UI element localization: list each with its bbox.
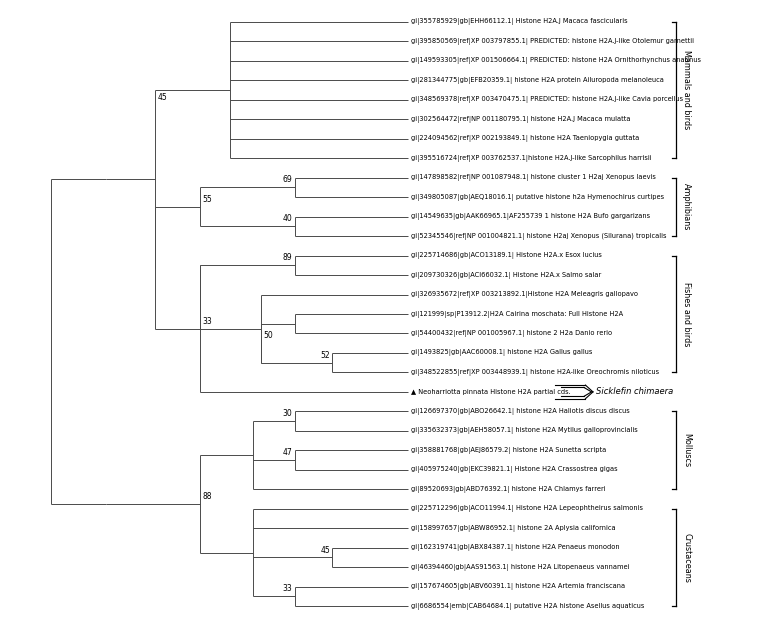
- Text: 30: 30: [282, 409, 292, 418]
- Text: gi|147898582|ref|NP 001087948.1| histone cluster 1 H2aj Xenopus laevis: gi|147898582|ref|NP 001087948.1| histone…: [411, 174, 656, 181]
- Text: gi|46394460|gb|AAS91563.1| histone H2A Litopenaeus vannamei: gi|46394460|gb|AAS91563.1| histone H2A L…: [411, 564, 629, 571]
- Text: 50: 50: [263, 332, 272, 340]
- Text: gi|126697370|gb|ABO26642.1| histone H2A Haliotis discus discus: gi|126697370|gb|ABO26642.1| histone H2A …: [411, 408, 629, 415]
- Text: Mammals and birds: Mammals and birds: [682, 50, 691, 129]
- Text: gi|405975240|gb|EKC39821.1| Histone H2A Crassostrea gigas: gi|405975240|gb|EKC39821.1| Histone H2A …: [411, 467, 617, 474]
- Text: gi|349805087|gb|AEQ18016.1| putative histone h2a Hymenochirus curtipes: gi|349805087|gb|AEQ18016.1| putative his…: [411, 193, 664, 200]
- Text: gi|209730326|gb|ACI66032.1| Histone H2A.x Salmo salar: gi|209730326|gb|ACI66032.1| Histone H2A.…: [411, 271, 601, 279]
- Text: gi|89520693|gb|ABD76392.1| histone H2A Chlamys farreri: gi|89520693|gb|ABD76392.1| histone H2A C…: [411, 486, 606, 493]
- Text: gi|1493825|gb|AAC60008.1| histone H2A Gallus gallus: gi|1493825|gb|AAC60008.1| histone H2A Ga…: [411, 349, 592, 357]
- Text: gi|348522855|ref|XP 003448939.1| histone H2A-like Oreochromis niloticus: gi|348522855|ref|XP 003448939.1| histone…: [411, 369, 659, 376]
- Text: Sicklefin chimaera: Sicklefin chimaera: [596, 387, 673, 396]
- Text: 88: 88: [202, 492, 212, 501]
- Text: gi|302564472|ref|NP 001180795.1| histone H2A.J Macaca mulatta: gi|302564472|ref|NP 001180795.1| histone…: [411, 116, 630, 122]
- Text: 47: 47: [282, 448, 292, 457]
- Text: gi|335632373|gb|AEH58057.1| histone H2A Mytilus galloprovincialis: gi|335632373|gb|AEH58057.1| histone H2A …: [411, 428, 638, 435]
- Text: gi|162319741|gb|ABX84387.1| histone H2A Penaeus monodon: gi|162319741|gb|ABX84387.1| histone H2A …: [411, 544, 620, 551]
- Text: gi|225714686|gb|ACO13189.1| Histone H2A.x Esox lucius: gi|225714686|gb|ACO13189.1| Histone H2A.…: [411, 252, 602, 259]
- Text: 33: 33: [202, 317, 212, 326]
- Text: 40: 40: [282, 214, 292, 224]
- Text: gi|281344775|gb|EFB20359.1| histone H2A protein Ailuropoda melanoleuca: gi|281344775|gb|EFB20359.1| histone H2A …: [411, 77, 664, 84]
- Text: gi|14549635|gb|AAK66965.1|AF255739 1 histone H2A Bufo gargarizans: gi|14549635|gb|AAK66965.1|AF255739 1 his…: [411, 213, 650, 220]
- Text: gi|348569378|ref|XP 003470475.1| PREDICTED: histone H2A.J-like Cavia porcellus: gi|348569378|ref|XP 003470475.1| PREDICT…: [411, 96, 683, 103]
- Text: gi|355785929|gb|EHH66112.1| Histone H2A.J Macaca fascicularis: gi|355785929|gb|EHH66112.1| Histone H2A.…: [411, 18, 628, 25]
- Text: gi|52345546|ref|NP 001004821.1| histone H2aj Xenopus (Silurana) tropicalis: gi|52345546|ref|NP 001004821.1| histone …: [411, 232, 666, 240]
- Text: 52: 52: [320, 351, 330, 360]
- Text: gi|157674605|gb|ABV60391.1| histone H2A Artemia franciscana: gi|157674605|gb|ABV60391.1| histone H2A …: [411, 583, 625, 590]
- Text: gi|395850569|ref|XP 003797855.1| PREDICTED: histone H2A.J-like Otolemur garnetti: gi|395850569|ref|XP 003797855.1| PREDICT…: [411, 38, 694, 45]
- Text: gi|6686554|emb|CAB64684.1| putative H2A histone Asellus aquaticus: gi|6686554|emb|CAB64684.1| putative H2A …: [411, 603, 644, 610]
- Text: Fishes and birds: Fishes and birds: [682, 282, 691, 346]
- Text: Molluscs: Molluscs: [682, 433, 691, 467]
- Text: Crustaceans: Crustaceans: [682, 533, 691, 582]
- Text: gi|358881768|gb|AEJ86579.2| histone H2A Sunetta scripta: gi|358881768|gb|AEJ86579.2| histone H2A …: [411, 447, 607, 454]
- Text: 45: 45: [320, 546, 330, 555]
- Text: gi|395516724|ref|XP 003762537.1|histone H2A.J-like Sarcophilus harrisii: gi|395516724|ref|XP 003762537.1|histone …: [411, 154, 652, 161]
- Text: ▲ Neoharriotta pinnata Histone H2A partial cds.: ▲ Neoharriotta pinnata Histone H2A parti…: [411, 389, 571, 395]
- Text: gi|121999|sp|P13912.2|H2A Cairina moschata: Full Histone H2A: gi|121999|sp|P13912.2|H2A Cairina moscha…: [411, 310, 623, 318]
- Text: Amphibians: Amphibians: [682, 183, 691, 230]
- Text: 33: 33: [282, 585, 292, 593]
- Text: 55: 55: [202, 195, 212, 204]
- Text: gi|149593305|ref|XP 001506664.1| PREDICTED: histone H2A Ornithorhynchus anatinus: gi|149593305|ref|XP 001506664.1| PREDICT…: [411, 57, 701, 64]
- Text: gi|54400432|ref|NP 001005967.1| histone 2 H2a Danio rerio: gi|54400432|ref|NP 001005967.1| histone …: [411, 330, 612, 337]
- Text: 89: 89: [283, 253, 292, 263]
- Text: 69: 69: [282, 175, 292, 185]
- Text: gi|158997657|gb|ABW86952.1| histone 2A Aplysia californica: gi|158997657|gb|ABW86952.1| histone 2A A…: [411, 525, 616, 532]
- Text: gi|224094562|ref|XP 002193849.1| histone H2A Taeniopygia guttata: gi|224094562|ref|XP 002193849.1| histone…: [411, 135, 639, 142]
- Text: gi|225712296|gb|ACO11994.1| Histone H2A Lepeophtheirus salmonis: gi|225712296|gb|ACO11994.1| Histone H2A …: [411, 506, 643, 512]
- Text: gi|326935672|ref|XP 003213892.1|Histone H2A Meleagris gallopavo: gi|326935672|ref|XP 003213892.1|Histone …: [411, 291, 638, 298]
- Text: 45: 45: [157, 93, 167, 102]
